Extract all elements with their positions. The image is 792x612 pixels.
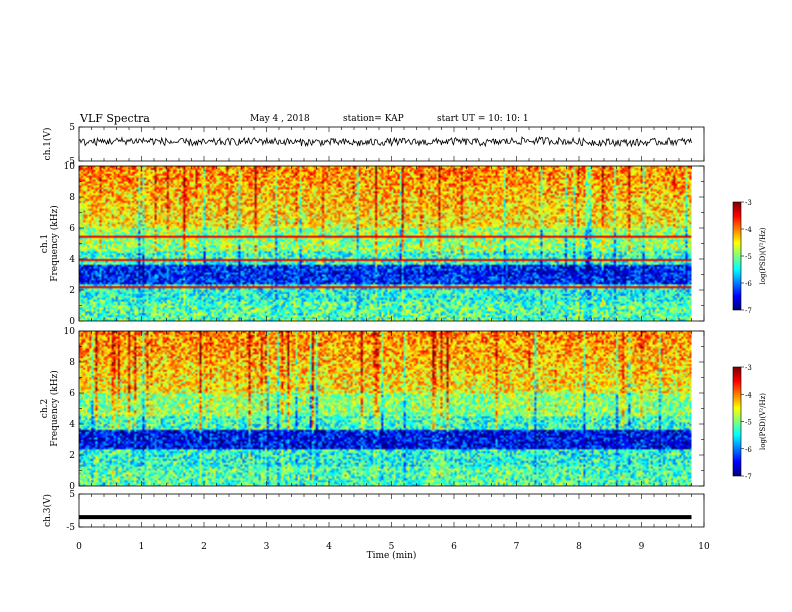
y-tick-label: -5 (66, 157, 75, 167)
y-tick-label: 2 (69, 451, 75, 461)
colorbar-tick-label: -6 (745, 280, 752, 288)
colorbar-ch2 (733, 367, 741, 476)
y-tick-label: 10 (64, 327, 76, 337)
y-tick-label: 6 (69, 389, 75, 399)
ylabel-ch1-waveform: ch.1(V) (42, 128, 53, 161)
y-tick-label: 5 (69, 123, 75, 133)
colorbar-tick-label: -4 (745, 226, 752, 234)
y-tick-label: 0 (69, 482, 75, 492)
colorbar-tick-label: -4 (745, 391, 752, 399)
colorbar-tick-label: -5 (745, 253, 752, 261)
x-tick-label: 4 (326, 542, 332, 552)
x-tick-label: 0 (76, 542, 82, 552)
colorbar-label: log(PSD)(V²/Hz) (759, 393, 767, 450)
y-tick-label: 10 (64, 162, 76, 172)
x-tick-label: 5 (389, 542, 395, 552)
start-time-label: start UT = 10: 10: 1 (437, 114, 529, 124)
colorbar-tick-label: -3 (745, 364, 752, 372)
x-tick-label: 7 (514, 542, 520, 552)
colorbar-label: log(PSD)(V²/Hz) (759, 227, 767, 284)
station-label: station= KAP (343, 114, 404, 124)
colorbar-tick-label: -6 (745, 446, 752, 454)
y-tick-label: 2 (69, 286, 75, 296)
x-tick-label: 1 (139, 542, 145, 552)
colorbar-tick-label: -3 (745, 199, 752, 207)
y-tick-label: -5 (66, 523, 75, 533)
y-tick-label: 8 (69, 358, 75, 368)
x-tick-label: 2 (201, 542, 207, 552)
colorbar-tick-label: -7 (745, 473, 752, 481)
y-tick-label: 4 (69, 420, 75, 430)
y-tick-label: 8 (69, 193, 75, 203)
y-tick-label: 0 (69, 317, 75, 327)
x-tick-label: 10 (698, 542, 710, 552)
y-tick-label: 4 (69, 255, 75, 265)
spectrogram-ch2 (79, 331, 692, 486)
colorbar-ch1 (733, 202, 741, 310)
colorbar-tick-label: -7 (745, 307, 752, 315)
ch1-waveform-line (78, 135, 692, 148)
y-tick-label: 6 (69, 224, 75, 234)
spectrogram-ch1 (79, 166, 692, 321)
ylabel-ch3-waveform: ch.3(V) (42, 494, 53, 527)
x-axis-label: Time (min) (367, 550, 417, 561)
x-tick-label: 3 (264, 542, 270, 552)
figure-title: VLF Spectra (80, 112, 150, 125)
y-tick-label: 5 (69, 490, 75, 500)
x-tick-label: 6 (451, 542, 457, 552)
ylabel-ch2-spectrogram: ch.2Frequency (kHz) (40, 370, 60, 447)
x-tick-label: 9 (639, 542, 645, 552)
ylabel-ch1-spectrogram: ch.1Frequency (kHz) (40, 205, 60, 282)
date-label: May 4 , 2018 (250, 114, 310, 124)
colorbar-tick-label: -5 (745, 419, 752, 427)
x-tick-label: 8 (576, 542, 582, 552)
